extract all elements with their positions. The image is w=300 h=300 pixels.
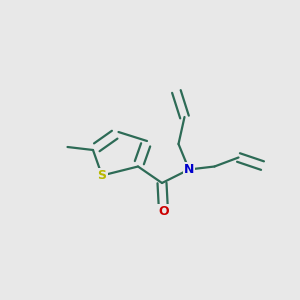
Text: O: O [158,205,169,218]
Text: N: N [184,163,194,176]
Text: S: S [98,169,106,182]
